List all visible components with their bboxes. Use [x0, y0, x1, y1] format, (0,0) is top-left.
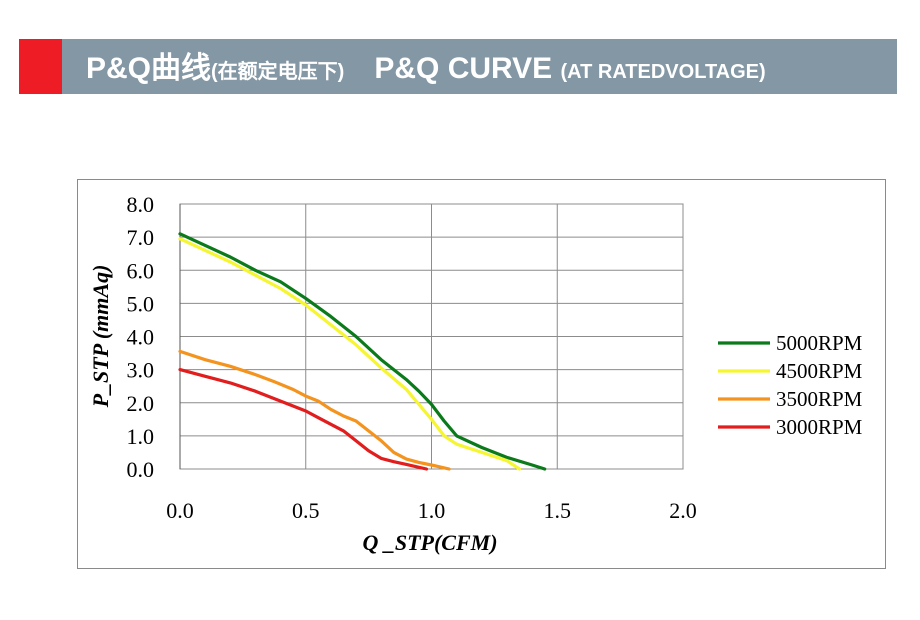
- x-tick-label: 0.0: [166, 498, 194, 523]
- series-line-5000rpm: [178, 232, 547, 471]
- x-tick-label: 1.5: [544, 498, 572, 523]
- x-axis-label: Q _STP(CFM): [362, 530, 497, 555]
- y-tick-label: 6.0: [127, 258, 155, 283]
- series-line-4500rpm: [178, 237, 522, 471]
- page-title: P&Q曲线(在额定电压下) P&Q CURVE (AT RATEDVOLTAGE): [86, 39, 766, 94]
- x-tick-label: 2.0: [669, 498, 697, 523]
- x-tick-label: 0.5: [292, 498, 320, 523]
- legend-label: 3500RPM: [776, 387, 863, 411]
- y-tick-label: 7.0: [127, 225, 155, 250]
- header-banner: P&Q曲线(在额定电压下) P&Q CURVE (AT RATEDVOLTAGE): [19, 39, 897, 94]
- title-cn-main: P&Q曲线: [86, 52, 212, 85]
- y-tick-label: 8.0: [127, 192, 155, 217]
- y-tick-label: 2.0: [127, 391, 155, 416]
- title-en-paren: (AT RATEDVOLTAGE): [560, 61, 766, 83]
- x-tick-label: 1.0: [418, 498, 446, 523]
- series-line-3000rpm: [178, 368, 429, 471]
- legend-label: 3000RPM: [776, 415, 863, 439]
- grid: [179, 203, 684, 470]
- y-tick-label: 0.0: [127, 457, 155, 482]
- y-tick-label: 3.0: [127, 358, 155, 383]
- y-tick-label: 4.0: [127, 325, 155, 350]
- legend-label: 5000RPM: [776, 331, 863, 355]
- y-tick-label: 1.0: [127, 424, 155, 449]
- tick-labels: 0.0 1.0 2.0 3.0 4.0 5.0 6.0 7.0 8.0 0.0 0.5 1.0 1.5 2…: [127, 192, 697, 523]
- title-en-main: P&Q CURVE: [374, 52, 553, 85]
- legend-label: 4500RPM: [776, 359, 863, 383]
- series-line-3500rpm: [178, 349, 451, 471]
- chart-frame: [77, 179, 886, 569]
- header-bar: [62, 39, 897, 94]
- y-tick-label: 5.0: [127, 291, 155, 316]
- series-lines: [178, 232, 547, 471]
- title-cn-paren: (在额定电压下): [211, 61, 345, 83]
- legend: 5000RPM 4500RPM 3500RPM 3000RPM: [718, 331, 863, 439]
- y-axis-label: P_STP (mmAq): [88, 265, 113, 409]
- header-accent-block: [19, 39, 62, 94]
